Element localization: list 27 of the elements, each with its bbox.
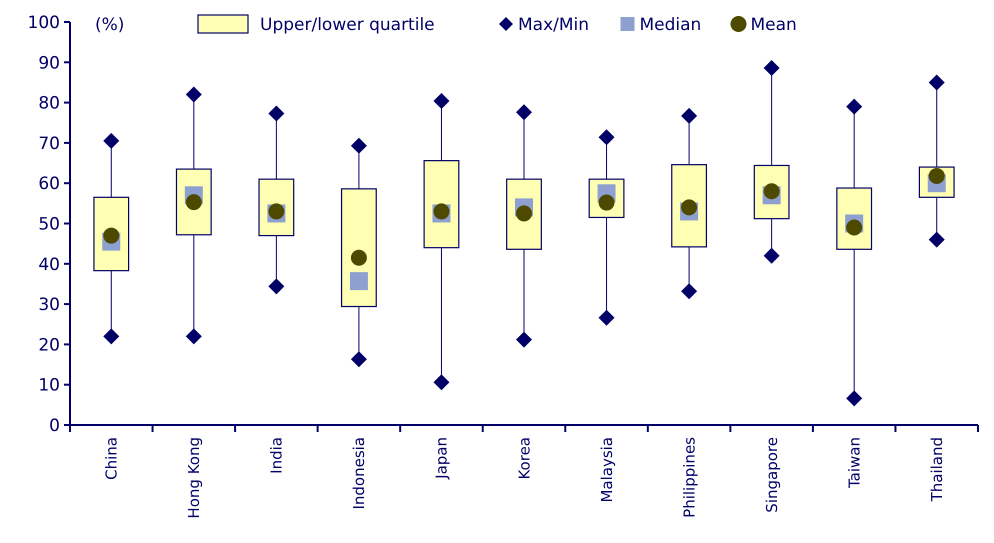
x-tick-label: Taiwan [845, 437, 864, 490]
y-tick-label: 0 [49, 416, 60, 436]
y-tick-label: 10 [38, 376, 60, 396]
x-tick-label: India [268, 437, 286, 474]
x-tick-label: Hong Kong [185, 437, 204, 519]
y-tick-label: 20 [38, 335, 60, 356]
y-axis-title: (%) [95, 15, 124, 35]
y-tick-label: 80 [38, 94, 60, 114]
x-tick-label: Indonesia [350, 437, 368, 510]
y-tick-label: 60 [38, 174, 60, 194]
y-tick-label: 30 [38, 295, 60, 316]
x-tick-label: Malaysia [598, 437, 616, 503]
x-tick-label: Singapore [762, 437, 781, 513]
legend-label: Upper/lower quartile [260, 14, 435, 35]
y-tick-label: 40 [38, 254, 60, 275]
annotation: Mean [750, 14, 797, 35]
annotation: Median [640, 14, 702, 35]
y-tick-label: 50 [38, 214, 60, 234]
x-tick-label: China [102, 437, 121, 480]
y-tick-label: 100 [28, 12, 60, 33]
x-tick-label: Philippines [680, 436, 698, 518]
x-tick-label: Korea [515, 437, 534, 480]
y-tick-label: 90 [38, 53, 60, 74]
legend-label: Max/Min [518, 14, 590, 35]
x-tick-label: Thailand [928, 437, 946, 502]
x-tick-label: Japan [432, 437, 451, 480]
y-tick-label: 70 [38, 134, 60, 154]
